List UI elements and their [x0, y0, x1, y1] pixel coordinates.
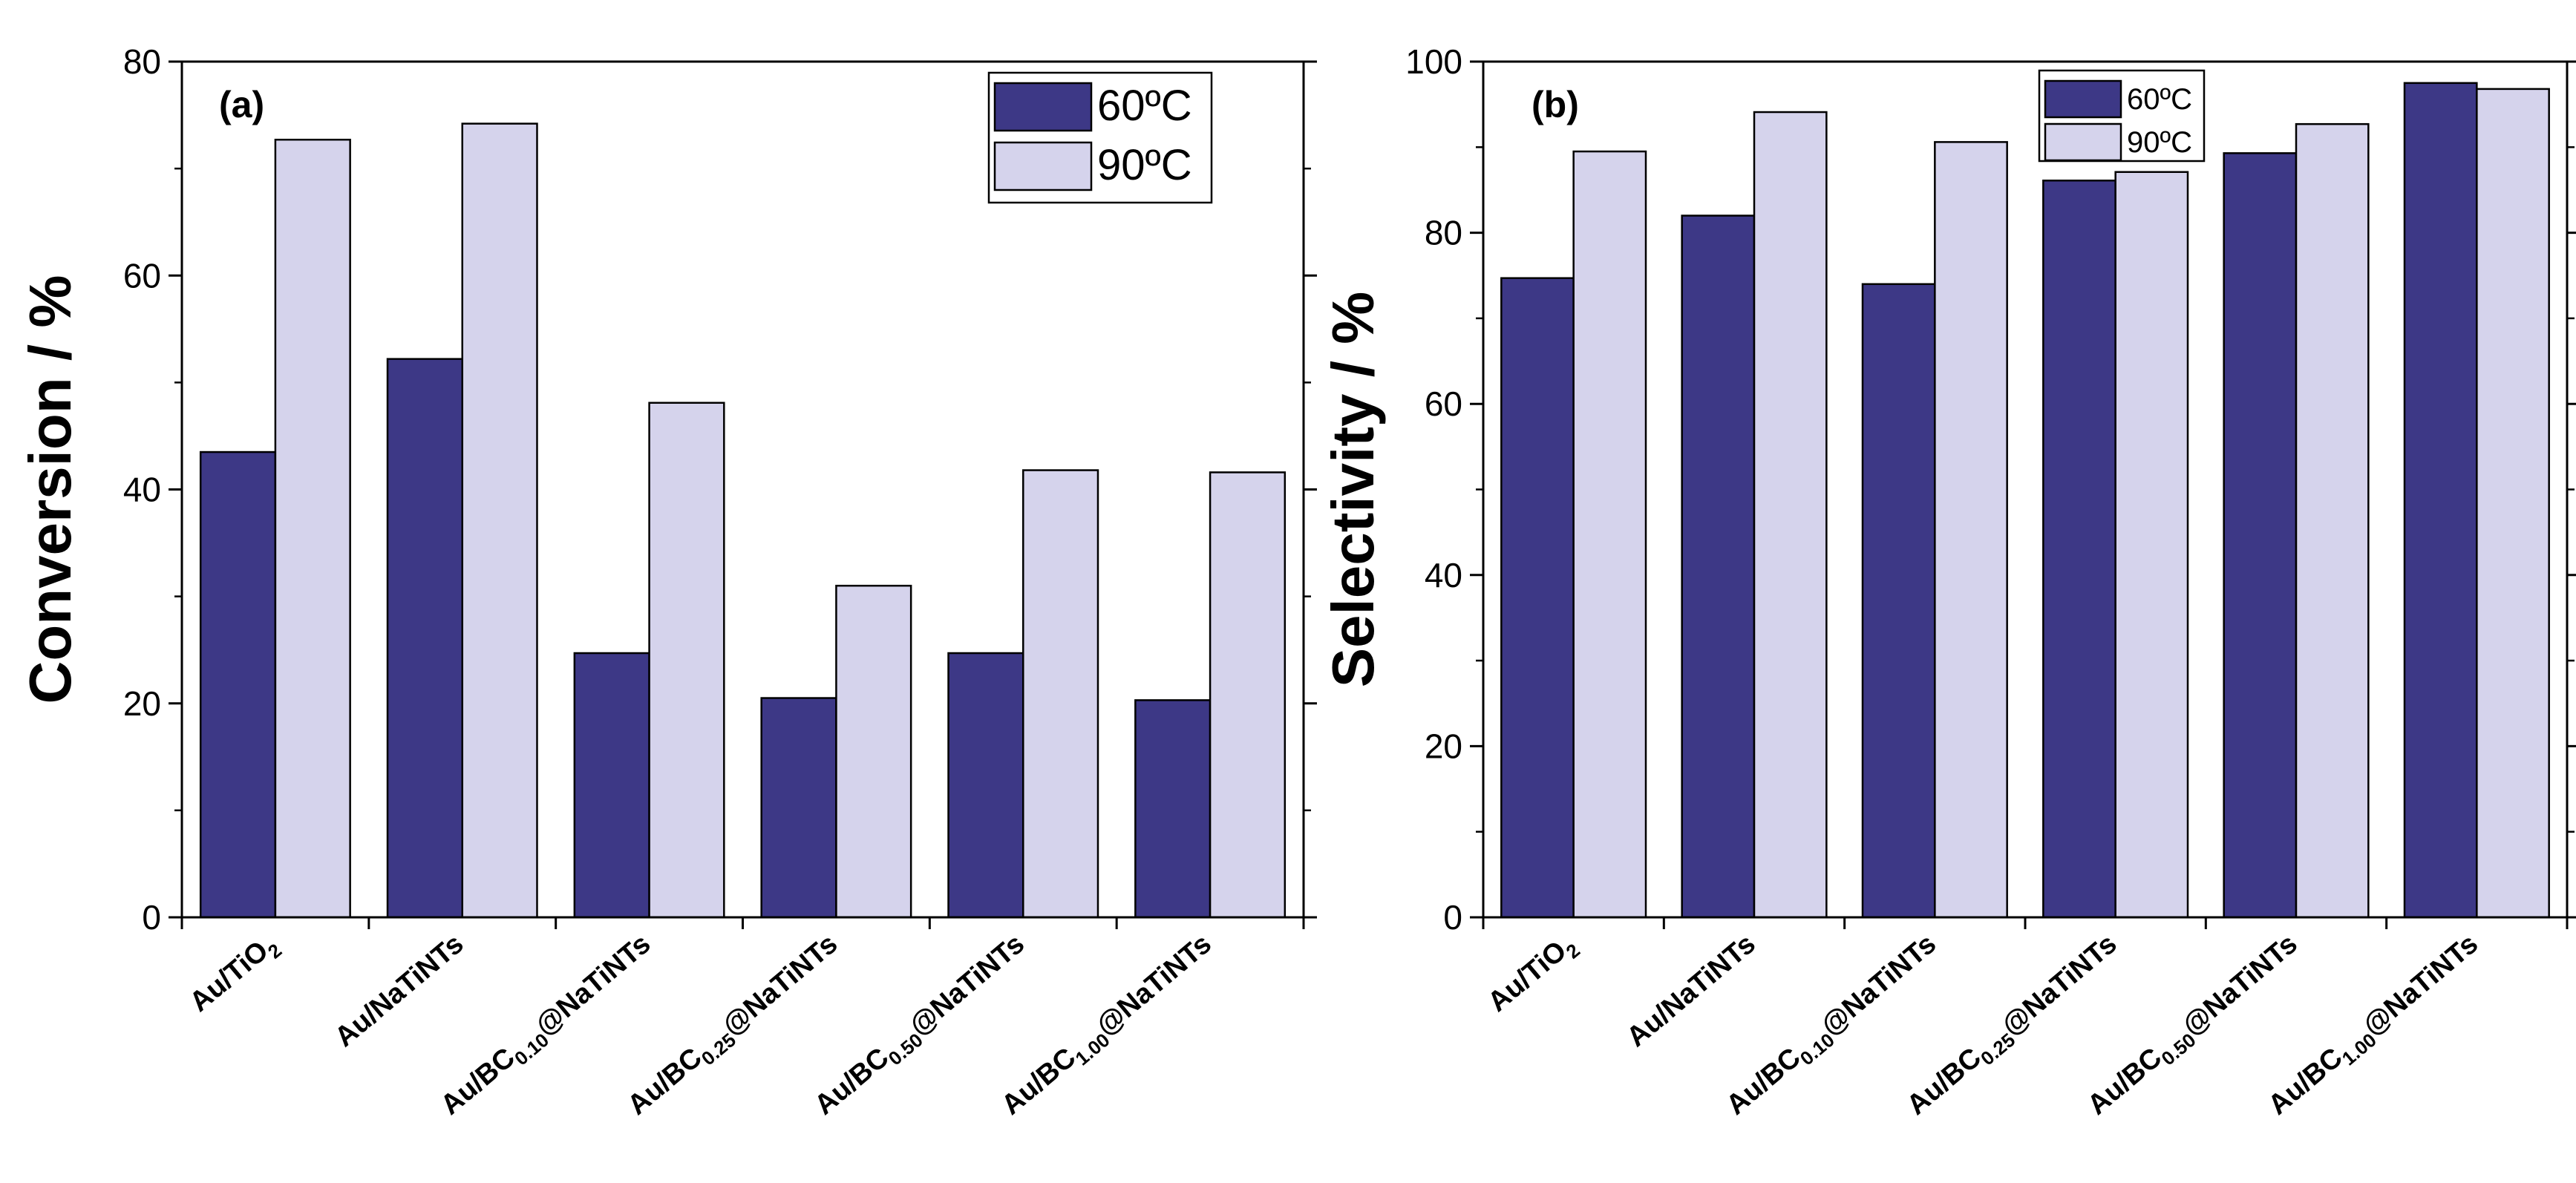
bar-60c-4 [2042, 180, 2116, 919]
x-category-label-main: Au/NaTiNTs [1621, 928, 1762, 1053]
bar-60c-5 [2223, 152, 2298, 919]
x-category-label-main: Au/BC [435, 1042, 521, 1121]
y-tick-label: 0 [1443, 898, 1462, 937]
y-tick-label: 60 [123, 256, 161, 295]
legend-label-90c: 90ºC [1097, 141, 1192, 189]
x-category-label-tail: @NaTiNTs [1996, 928, 2123, 1042]
bar-60c-1 [199, 450, 277, 919]
bar-90c-4 [2114, 171, 2189, 919]
y-tick-label: 20 [1425, 727, 1462, 765]
y-axis-title: Conversion / % [17, 275, 83, 704]
bar-90c-1 [274, 138, 351, 919]
x-category-label-tail: @NaTiNTs [2357, 928, 2484, 1042]
bar-90c-2 [1753, 111, 1828, 919]
y-tick-label: 40 [1425, 556, 1462, 594]
x-category-label-tail: @NaTiNTs [530, 928, 657, 1042]
legend-swatch-60c [2044, 79, 2122, 119]
bar-60c-3 [1861, 283, 1936, 919]
x-category-label: Au/TiO2 [184, 928, 286, 1022]
x-category-label-main: Au/BC [1901, 1042, 1987, 1121]
bar-60c-5 [947, 652, 1024, 919]
legend-swatch-90c [2044, 122, 2122, 162]
x-category-label: Au/NaTiNTs [329, 928, 469, 1053]
bar-90c-3 [648, 402, 725, 919]
legend-label-60c: 60ºC [1097, 82, 1192, 130]
y-tick-label: 80 [1425, 214, 1462, 252]
panel-label: (b) [1531, 84, 1579, 125]
panel-label: (a) [219, 84, 264, 125]
bar-90c-5 [1022, 469, 1099, 919]
x-category-label-main: Au/BC [996, 1042, 1082, 1121]
bar-90c-1 [1572, 150, 1647, 919]
x-category-label-tail: @NaTiNTs [903, 928, 1030, 1042]
bar-60c-2 [1681, 214, 1756, 919]
bar-60c-6 [1134, 699, 1212, 919]
x-category-label-tail: @NaTiNTs [1815, 928, 1942, 1042]
y-axis-title: Selectivity / % [1320, 292, 1386, 688]
y-tick-label: 0 [142, 898, 161, 937]
bar-90c-2 [461, 122, 538, 919]
y-tick-label: 100 [1405, 42, 1462, 81]
bar-60c-6 [2403, 82, 2478, 919]
x-category-label-main: Au/TiO [1482, 935, 1572, 1018]
legend: 60ºC 90ºC [987, 71, 1213, 204]
legend-label-60c: 60ºC [2127, 83, 2192, 116]
x-category-label-main: Au/TiO [184, 935, 275, 1018]
bar-90c-6 [1209, 471, 1287, 919]
bar-90c-6 [2476, 88, 2550, 919]
x-category-label-main: Au/BC [809, 1042, 895, 1121]
x-category-label: Au/BC1.00@NaTiNTs [996, 928, 1220, 1125]
x-category-label-tail: @NaTiNTs [2177, 928, 2304, 1042]
bar-90c-4 [835, 584, 912, 919]
y-tick-label: 20 [123, 684, 161, 723]
bar-60c-1 [1500, 277, 1575, 919]
bar-90c-3 [1934, 141, 2008, 919]
x-category-label-tail: @NaTiNTs [716, 928, 843, 1042]
x-category-label-main: Au/BC [2082, 1042, 2168, 1121]
y-tick-label: 60 [1425, 384, 1462, 423]
x-category-label: Au/NaTiNTs [1621, 928, 1762, 1053]
legend: 60ºC 90ºC [2038, 69, 2206, 163]
legend-swatch-60c [993, 82, 1093, 132]
y-tick-label: 80 [123, 42, 161, 81]
x-category-label-main: Au/BC [1721, 1042, 1807, 1121]
x-category-label-main: Au/BC [622, 1042, 708, 1121]
bar-60c-3 [573, 652, 650, 919]
bar-60c-2 [386, 358, 463, 919]
legend-label-90c: 90ºC [2127, 126, 2192, 159]
legend-swatch-90c [993, 141, 1093, 191]
x-category-label-main: Au/NaTiNTs [329, 928, 469, 1053]
y-tick-label: 40 [123, 471, 161, 509]
x-category-label: Au/TiO2 [1482, 928, 1583, 1022]
x-category-label-main: Au/BC [2263, 1042, 2349, 1121]
bar-60c-4 [760, 697, 837, 919]
bar-90c-5 [2295, 122, 2370, 919]
x-category-label-tail: @NaTiNTs [1091, 928, 1217, 1042]
